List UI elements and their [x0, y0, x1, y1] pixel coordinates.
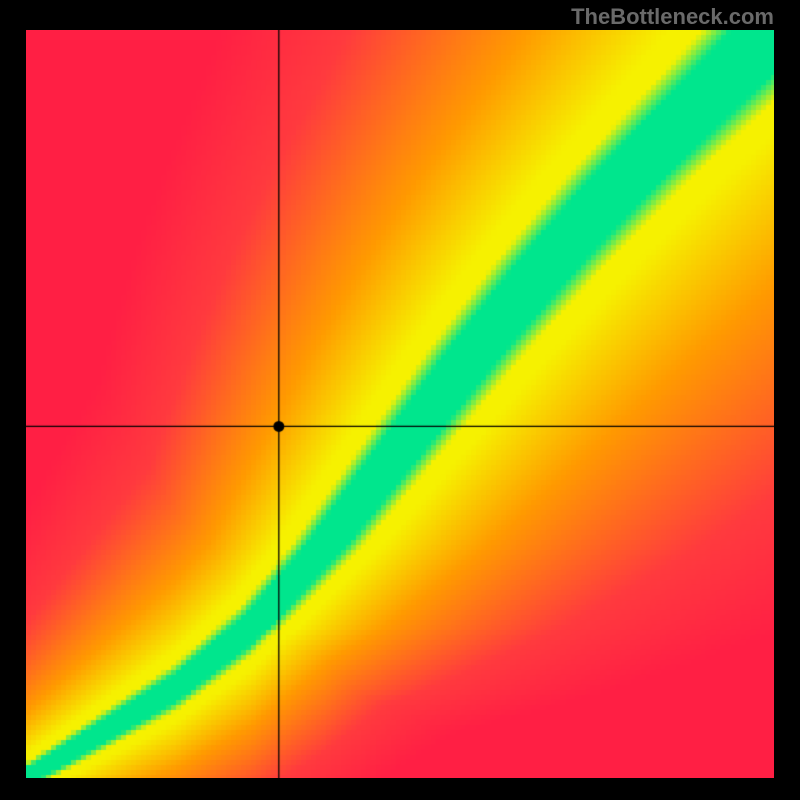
watermark-text: TheBottleneck.com	[571, 4, 774, 30]
chart-container: TheBottleneck.com	[0, 0, 800, 800]
plot-area	[26, 30, 774, 778]
crosshair-overlay	[26, 30, 774, 778]
